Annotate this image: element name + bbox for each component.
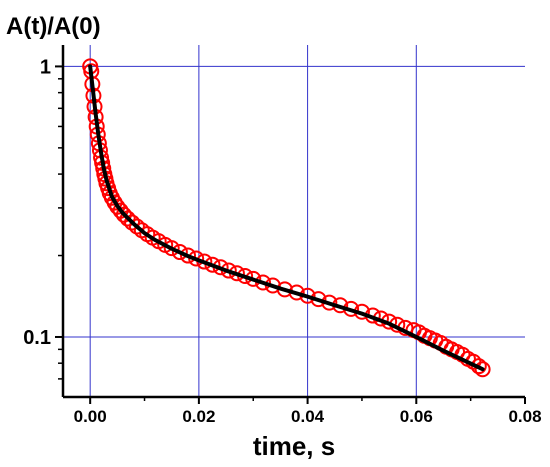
data-point — [474, 361, 491, 378]
axes — [55, 45, 526, 404]
data-point — [119, 210, 136, 227]
y-tick-label: 0.1 — [23, 327, 51, 349]
data-point — [128, 218, 145, 235]
x-tick-label: 0.00 — [74, 407, 107, 426]
data-point — [163, 240, 180, 257]
y-axis-title: A(t)/A(0) — [6, 13, 101, 40]
grid — [63, 45, 525, 397]
x-tick-label: 0.04 — [291, 407, 325, 426]
x-tick-label: 0.06 — [400, 407, 433, 426]
data-point — [171, 244, 188, 261]
x-tick-label: 0.08 — [508, 407, 541, 426]
fit-curve — [88, 64, 485, 372]
fit-line — [88, 64, 485, 372]
x-tick-label: 0.02 — [182, 407, 215, 426]
y-tick-label: 1 — [40, 56, 51, 78]
x-axis-title: time, s — [253, 431, 335, 461]
data-point — [124, 214, 141, 231]
tick-labels: 0.00 0.02 0.04 0.06 0.08 0.1 1 — [23, 56, 541, 426]
data-point — [180, 247, 197, 264]
